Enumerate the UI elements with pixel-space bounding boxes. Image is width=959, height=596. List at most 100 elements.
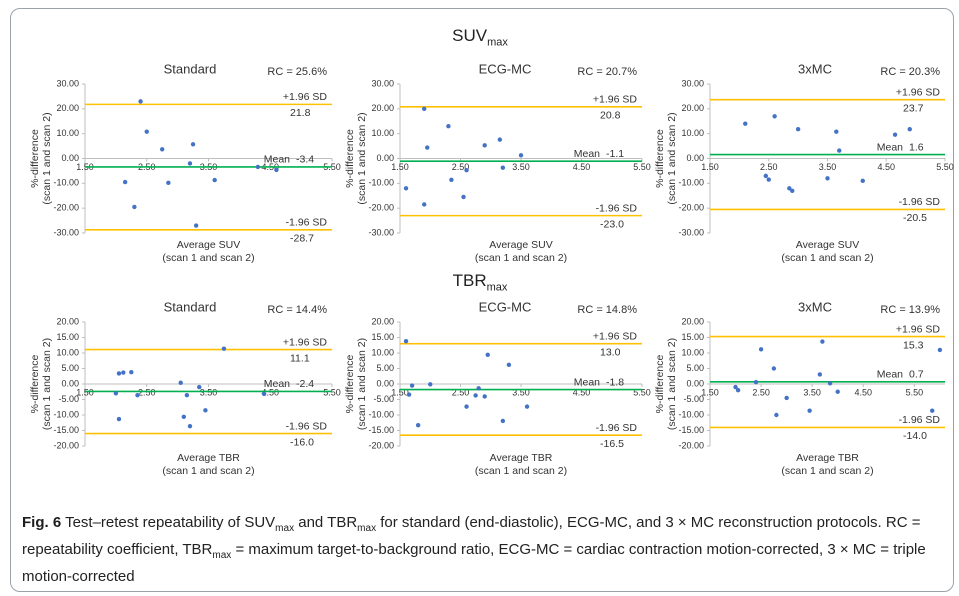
y-tick-label: 5.00	[61, 363, 79, 373]
x-tick-label: 4.50	[573, 387, 591, 397]
x-axis-label: Average TBR	[490, 452, 553, 464]
reference-value: 11.1	[290, 352, 310, 364]
x-axis-label: (scan 1 and scan 2)	[781, 465, 873, 477]
x-tick-label: 5.50	[906, 387, 924, 397]
point	[203, 408, 208, 413]
point	[774, 412, 779, 418]
y-tick-label: 0.00	[376, 153, 394, 163]
y-tick-label: 15.00	[681, 332, 704, 342]
point	[422, 202, 427, 207]
point	[518, 153, 524, 158]
reference-name: -1.96 SD	[899, 196, 941, 208]
point	[825, 176, 830, 181]
point	[743, 121, 748, 126]
point	[181, 414, 186, 420]
point	[766, 177, 771, 182]
figure-frame	[10, 8, 954, 592]
y-axis-label: %-difference	[654, 354, 666, 413]
reference-name: -1.96 SD	[596, 422, 638, 434]
y-tick-label: 20.00	[56, 316, 79, 326]
point	[860, 178, 865, 184]
point	[159, 147, 165, 152]
caption-label: Fig. 6	[22, 514, 62, 531]
y-tick-label: -20.00	[678, 203, 704, 213]
y-axis-label: (scan 1 and scan 2)	[41, 112, 53, 204]
chart-title: Standard	[164, 299, 217, 314]
reference-value: -16.0	[290, 436, 314, 448]
y-tick-label: -5.00	[373, 394, 394, 404]
y-tick-label: 10.00	[681, 128, 704, 138]
point	[735, 388, 741, 393]
y-tick-label: 0.00	[61, 378, 79, 388]
y-tick-label: -15.00	[53, 425, 79, 435]
point	[482, 394, 487, 399]
point	[187, 161, 193, 166]
x-tick-label: 2.50	[452, 387, 470, 397]
y-tick-label: 30.00	[56, 78, 79, 88]
point	[121, 370, 126, 375]
reference-name: Mean	[574, 148, 600, 160]
x-axis-label: (scan 1 and scan 2)	[475, 465, 567, 477]
point	[184, 392, 190, 398]
y-axis-label: (scan 1 and scan 2)	[666, 112, 678, 204]
point	[129, 370, 134, 375]
point	[835, 389, 840, 394]
y-tick-label: -15.00	[678, 425, 704, 435]
point	[403, 186, 409, 191]
y-tick-label: 0.00	[376, 378, 394, 388]
point	[261, 391, 267, 397]
y-tick-label: 10.00	[56, 128, 79, 138]
y-axis-label: (scan 1 and scan 2)	[666, 338, 678, 430]
y-tick-label: 20.00	[371, 103, 394, 113]
point	[753, 379, 759, 385]
x-tick-label: 5.50	[633, 387, 651, 397]
chart-title: 3xMC	[798, 299, 832, 314]
point	[197, 384, 202, 390]
point	[790, 188, 795, 193]
y-tick-label: 30.00	[371, 78, 394, 88]
reference-value: 0.7	[909, 369, 924, 381]
point	[425, 145, 430, 150]
reference-value: 23.7	[903, 102, 924, 114]
x-tick-label: 1.50	[76, 387, 94, 397]
point	[506, 362, 512, 367]
y-tick-label: 20.00	[56, 103, 79, 113]
x-axis-label: (scan 1 and scan 2)	[475, 252, 567, 264]
reference-value: -3.4	[296, 154, 314, 166]
point	[464, 404, 469, 409]
y-tick-label: -20.00	[678, 440, 704, 450]
x-tick-label: 4.50	[261, 387, 279, 397]
point	[255, 164, 261, 170]
chart-title: ECG-MC	[479, 61, 532, 76]
y-tick-label: 10.00	[371, 128, 394, 138]
reference-name: Mean	[264, 154, 290, 166]
x-tick-label: 2.50	[760, 162, 778, 172]
y-tick-label: -10.00	[368, 178, 394, 188]
point	[122, 179, 128, 185]
point	[406, 392, 412, 397]
point	[415, 423, 421, 428]
y-tick-label: 20.00	[681, 316, 704, 326]
reference-value: 15.3	[903, 339, 924, 351]
point	[464, 167, 469, 173]
reference-name: Mean	[264, 378, 290, 390]
point	[784, 395, 789, 401]
x-tick-label: 1.50	[391, 387, 409, 397]
reference-name: Mean	[574, 376, 600, 388]
y-tick-label: -10.00	[678, 409, 704, 419]
y-tick-label: -30.00	[678, 227, 704, 237]
point	[446, 124, 451, 129]
point	[827, 381, 833, 386]
y-tick-label: -5.00	[58, 394, 79, 404]
point	[937, 347, 943, 353]
x-axis-label: (scan 1 and scan 2)	[162, 252, 254, 264]
annotation: RC = 13.9%	[880, 304, 940, 316]
y-tick-label: 0.00	[686, 153, 704, 163]
y-axis-label: %-difference	[344, 129, 356, 188]
point	[763, 173, 769, 179]
reference-value: -16.5	[600, 438, 624, 450]
reference-name: -1.96 SD	[596, 202, 638, 214]
caption-sub: max	[275, 523, 295, 534]
reference-value: 20.8	[600, 110, 621, 122]
